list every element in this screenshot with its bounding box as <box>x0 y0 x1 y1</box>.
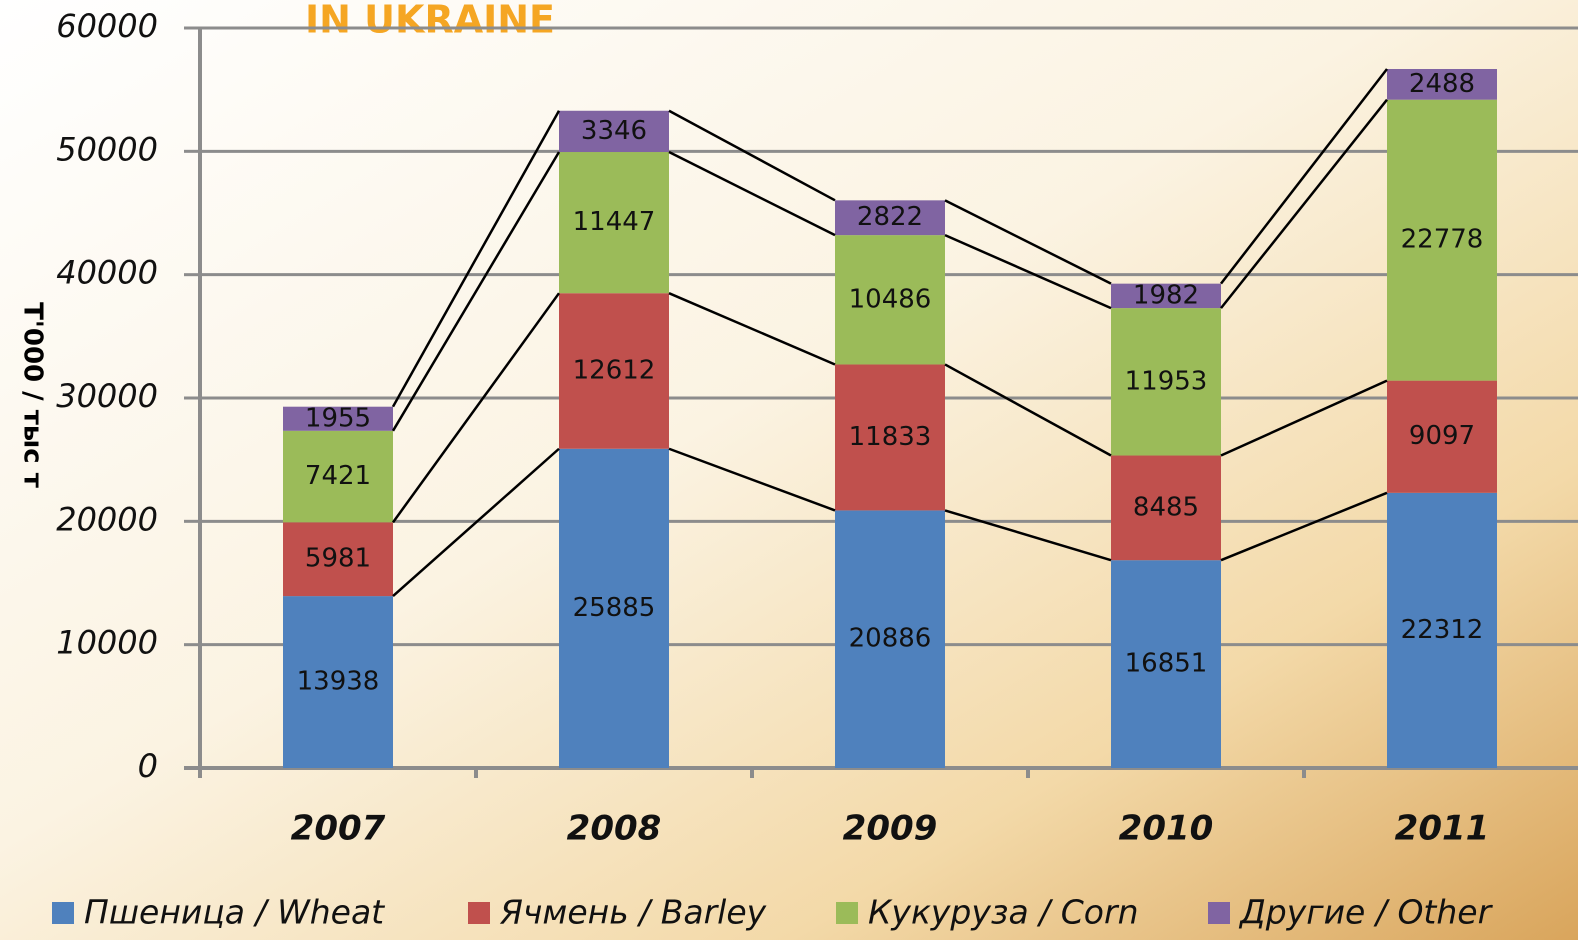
data-label: 9097 <box>1409 421 1475 451</box>
legend-swatch <box>836 902 858 924</box>
y-tick-label: 50000 <box>56 130 158 168</box>
data-label: 1982 <box>1133 280 1199 310</box>
data-label: 5981 <box>305 544 371 574</box>
data-label: 10486 <box>849 284 932 314</box>
data-label: 22778 <box>1401 225 1484 255</box>
x-tick-label: 2011 <box>1395 809 1490 849</box>
background <box>0 0 1578 940</box>
x-tick-label: 2007 <box>291 809 386 849</box>
data-label: 1955 <box>305 403 371 433</box>
data-label: 12612 <box>573 355 656 385</box>
data-label: 2822 <box>857 202 923 232</box>
legend-label: Ячмень / Barley <box>499 893 767 932</box>
data-label: 11447 <box>573 207 656 237</box>
data-label: 7421 <box>305 461 371 491</box>
x-tick-label: 2009 <box>843 809 938 849</box>
chart-title: IN UKRAINE <box>305 0 555 42</box>
y-tick-label: 10000 <box>56 624 158 662</box>
data-label: 25885 <box>573 593 656 623</box>
data-label: 16851 <box>1125 649 1208 679</box>
x-tick-label: 2008 <box>567 809 662 849</box>
data-label: 8485 <box>1133 492 1199 522</box>
data-label: 11953 <box>1125 366 1208 396</box>
data-label: 20886 <box>849 624 932 654</box>
legend-swatch <box>468 902 490 924</box>
y-axis-label: Т'000 / тыс т <box>18 302 48 488</box>
legend-label: Кукуруза / Corn <box>868 893 1138 932</box>
y-tick-label: 20000 <box>56 500 158 538</box>
data-label: 11833 <box>849 422 932 452</box>
x-tick-label: 2010 <box>1119 809 1214 849</box>
y-tick-label: 30000 <box>56 377 158 415</box>
y-tick-label: 40000 <box>56 254 158 292</box>
legend-label: Пшеница / Wheat <box>84 893 385 932</box>
y-tick-label: 60000 <box>56 7 158 45</box>
data-label: 22312 <box>1401 615 1484 645</box>
data-label: 13938 <box>297 667 380 697</box>
legend-label: Другие / Other <box>1238 893 1494 932</box>
data-label: 2488 <box>1409 69 1475 99</box>
chart: IN UKRAINE Т'000 / тыс т 0 10000 20000 3000… <box>0 0 1578 940</box>
legend-swatch <box>52 902 74 924</box>
legend-swatch <box>1208 902 1230 924</box>
y-tick-label: 0 <box>138 747 158 785</box>
data-label: 3346 <box>581 116 647 146</box>
